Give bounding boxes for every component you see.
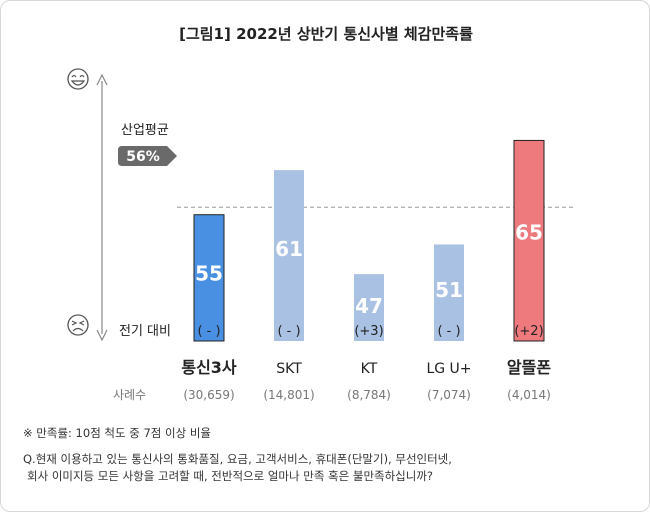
average-label: 산업평균 bbox=[121, 123, 169, 138]
sample-size-label: (30,659) bbox=[183, 388, 234, 402]
category-label: 알뜰폰 bbox=[507, 358, 551, 377]
change-label: ( - ) bbox=[277, 324, 300, 339]
sample-size-label: (14,801) bbox=[263, 388, 314, 402]
y-axis-arrowhead-up bbox=[96, 73, 108, 86]
average-badge: 56% bbox=[118, 146, 177, 166]
category-label: KT bbox=[361, 361, 378, 377]
bar-value-label: 47 bbox=[355, 294, 383, 318]
chart-title: [그림1] 2022년 상반기 통신사별 체감만족률 bbox=[179, 25, 473, 43]
bar-2 bbox=[354, 274, 384, 341]
sample-size-label: (7,074) bbox=[427, 388, 471, 402]
sample-row-label: 사례수 bbox=[113, 388, 146, 402]
category-label: 통신3사 bbox=[181, 358, 237, 377]
change-label: ( - ) bbox=[437, 324, 460, 339]
bar-1 bbox=[274, 170, 304, 341]
bar-value-label: 55 bbox=[195, 262, 223, 286]
bar-value-label: 65 bbox=[515, 221, 543, 245]
change-label: (+3) bbox=[354, 324, 383, 339]
smiling-face-icon bbox=[67, 68, 89, 90]
sample-size-label: (8,784) bbox=[347, 388, 391, 402]
bar-4 bbox=[513, 139, 545, 342]
change-row-label: 전기 대비 bbox=[119, 324, 171, 339]
category-label: LG U+ bbox=[426, 361, 471, 377]
y-axis-arrowhead-down bbox=[96, 329, 108, 342]
bar-0 bbox=[193, 214, 225, 342]
sample-size-label: (4,014) bbox=[507, 388, 551, 402]
change-label: (+2) bbox=[514, 324, 543, 339]
question-line-1: Q.현재 이용하고 있는 통신사의 통화품질, 요금, 고객서비스, 휴대폰(단… bbox=[23, 452, 452, 466]
category-label: SKT bbox=[276, 361, 302, 377]
bar-3 bbox=[434, 244, 464, 341]
bar-value-label: 51 bbox=[435, 278, 463, 302]
definition-note: ※ 만족률: 10점 척도 중 7점 이상 비율 bbox=[23, 426, 212, 440]
frowning-face-icon bbox=[67, 314, 89, 336]
average-value: 56% bbox=[126, 149, 160, 165]
question-line-2: 회사 이미지등 모든 사항을 고려할 때, 전반적으로 얼마나 만족 혹은 불만… bbox=[27, 469, 434, 483]
bars-group: 55 ( - ) 통신3사 (30,659) 61 ( - ) SKT (14,801) 47 (… bbox=[181, 139, 551, 402]
bar-value-label: 61 bbox=[275, 237, 303, 261]
change-label: ( - ) bbox=[197, 324, 220, 339]
